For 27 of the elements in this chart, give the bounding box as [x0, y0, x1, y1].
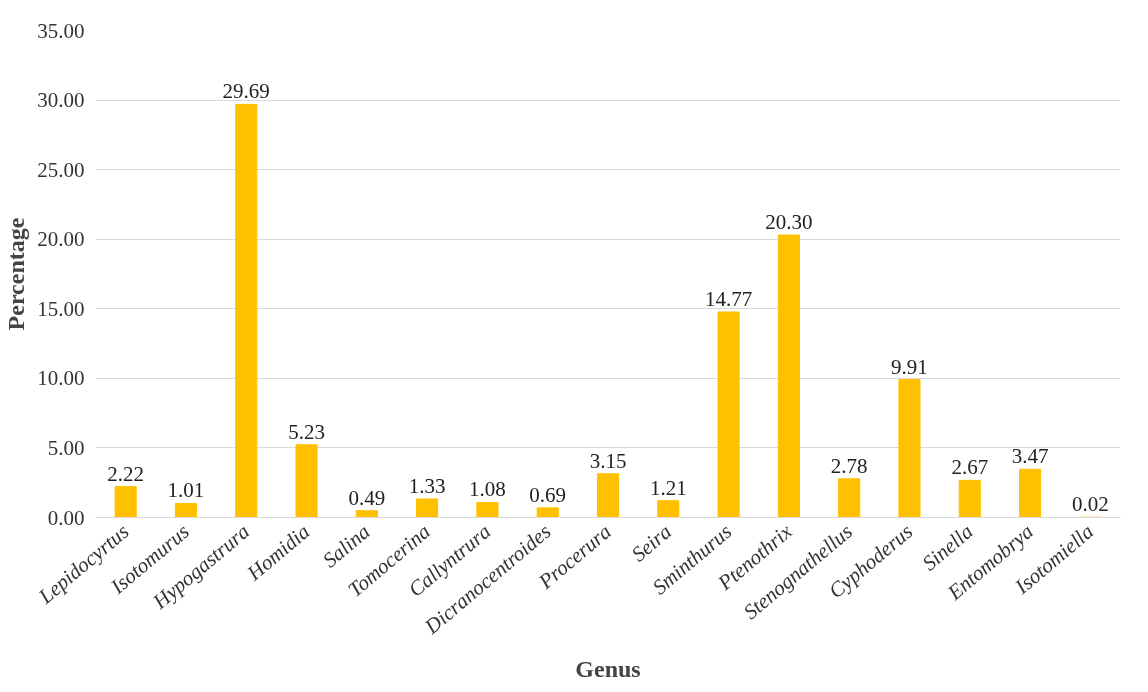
data-label: 3.15 [589, 448, 627, 473]
data-label: 2.22 [107, 461, 145, 486]
y-tick-label: 35.00 [37, 18, 85, 43]
data-label: 1.33 [408, 473, 446, 498]
data-label: 5.23 [288, 419, 325, 444]
y-tick-label: 15.00 [37, 296, 85, 321]
data-label: 2.78 [830, 453, 868, 478]
y-tick-label: 20.00 [37, 227, 85, 252]
data-label: 1.08 [469, 477, 506, 502]
y-axis-title: Percentage [3, 217, 30, 331]
data-label: 2.67 [951, 455, 989, 480]
y-tick-label: 25.00 [37, 157, 85, 182]
y-tick-label: 0.00 [47, 505, 85, 530]
data-label: 0.02 [1071, 492, 1109, 517]
data-label: 29.69 [222, 79, 270, 104]
data-label: 14.77 [704, 286, 753, 311]
data-label: 9.91 [891, 354, 928, 379]
y-tick-label: 5.00 [47, 435, 85, 460]
data-label: 3.47 [1011, 444, 1049, 469]
data-label: 0.69 [529, 482, 567, 507]
data-label: 1.21 [649, 475, 687, 500]
x-axis-title: Genus [575, 655, 641, 682]
y-tick-label: 30.00 [37, 88, 85, 113]
data-label: 0.49 [348, 485, 386, 510]
data-label: 20.30 [765, 210, 813, 235]
data-label: 1.01 [167, 478, 205, 503]
y-tick-label: 10.00 [37, 366, 85, 391]
